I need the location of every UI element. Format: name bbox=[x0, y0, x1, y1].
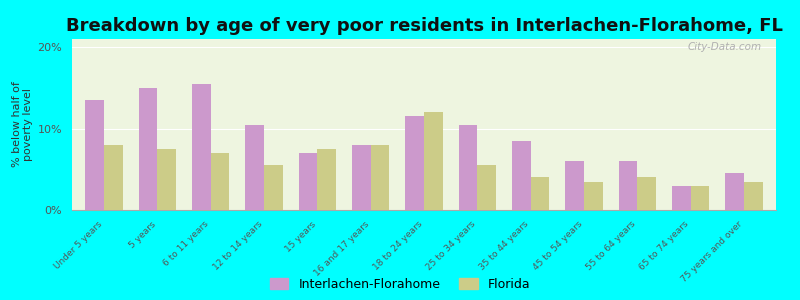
Bar bbox=[726, 173, 744, 210]
Bar bbox=[672, 186, 690, 210]
Bar bbox=[370, 145, 390, 210]
Y-axis label: % below half of
poverty level: % below half of poverty level bbox=[12, 82, 34, 167]
Bar bbox=[264, 165, 282, 210]
Bar bbox=[744, 182, 762, 210]
Bar bbox=[530, 177, 550, 210]
Bar bbox=[424, 112, 442, 210]
Title: Breakdown by age of very poor residents in Interlachen-Florahome, FL: Breakdown by age of very poor residents … bbox=[66, 17, 782, 35]
Bar bbox=[638, 177, 656, 210]
Bar bbox=[158, 149, 176, 210]
Bar bbox=[138, 88, 158, 210]
Bar bbox=[104, 145, 122, 210]
Bar bbox=[210, 153, 230, 210]
Bar bbox=[690, 186, 710, 210]
Legend: Interlachen-Florahome, Florida: Interlachen-Florahome, Florida bbox=[270, 278, 530, 291]
Bar bbox=[298, 153, 318, 210]
Bar bbox=[86, 100, 104, 210]
Bar bbox=[584, 182, 602, 210]
Bar bbox=[618, 161, 638, 210]
Bar bbox=[512, 141, 530, 210]
Bar bbox=[352, 145, 370, 210]
Text: City-Data.com: City-Data.com bbox=[688, 42, 762, 52]
Bar bbox=[458, 124, 478, 210]
Bar bbox=[478, 165, 496, 210]
Bar bbox=[406, 116, 424, 210]
Bar bbox=[318, 149, 336, 210]
Bar bbox=[246, 124, 264, 210]
Bar bbox=[566, 161, 584, 210]
Bar bbox=[192, 84, 210, 210]
